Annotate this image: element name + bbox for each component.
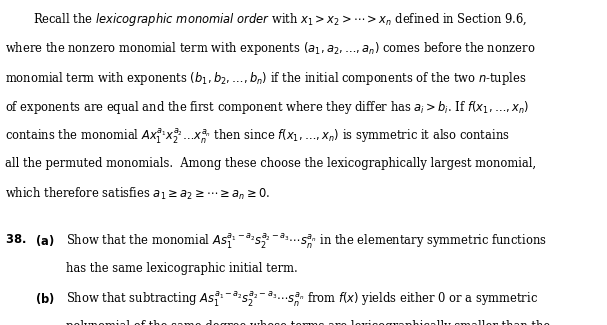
Text: has the same lexicographic initial term.: has the same lexicographic initial term.: [66, 262, 297, 275]
Text: monomial term with exponents $(b_1, b_2, \ldots, b_n)$ if the initial components: monomial term with exponents $(b_1, b_2,…: [5, 70, 526, 86]
Text: all the permuted monomials.  Among these choose the lexicographically largest mo: all the permuted monomials. Among these …: [5, 157, 536, 170]
Text: Show that the monomial $As_1^{a_1-a_2}s_2^{a_2-a_3}\cdots s_n^{a_n}$ in the elem: Show that the monomial $As_1^{a_1-a_2}s_…: [66, 233, 546, 251]
Text: $\mathbf{(b)}$: $\mathbf{(b)}$: [35, 291, 55, 306]
Text: polynomial of the same degree whose terms are lexicographically smaller than the: polynomial of the same degree whose term…: [66, 320, 550, 325]
Text: $\mathbf{(a)}$: $\mathbf{(a)}$: [35, 233, 55, 248]
Text: of exponents are equal and the first component where they differ has $a_i > b_i$: of exponents are equal and the first com…: [5, 99, 529, 116]
Text: $\mathbf{38.}$: $\mathbf{38.}$: [5, 233, 26, 246]
Text: Recall the $\mathit{lexicographic\ monomial\ order}$ with $x_1 > x_2 > \cdots > : Recall the $\mathit{lexicographic\ monom…: [33, 11, 527, 28]
Text: Show that subtracting $As_1^{a_1-a_2}s_2^{a_2-a_3}\cdots s_n^{a_n}$ from $f(x)$ : Show that subtracting $As_1^{a_1-a_2}s_2…: [66, 291, 538, 309]
Text: where the nonzero monomial term with exponents $(a_1, a_2, \ldots, a_n)$ comes b: where the nonzero monomial term with exp…: [5, 41, 535, 58]
Text: which therefore satisfies $a_1 \geq a_2 \geq \cdots \geq a_n \geq 0$.: which therefore satisfies $a_1 \geq a_2 …: [5, 186, 270, 202]
Text: contains the monomial $Ax_1^{a_1}x_2^{a_2}\ldots x_n^{a_n}$ then since $f(x_1, \: contains the monomial $Ax_1^{a_1}x_2^{a_…: [5, 128, 510, 146]
